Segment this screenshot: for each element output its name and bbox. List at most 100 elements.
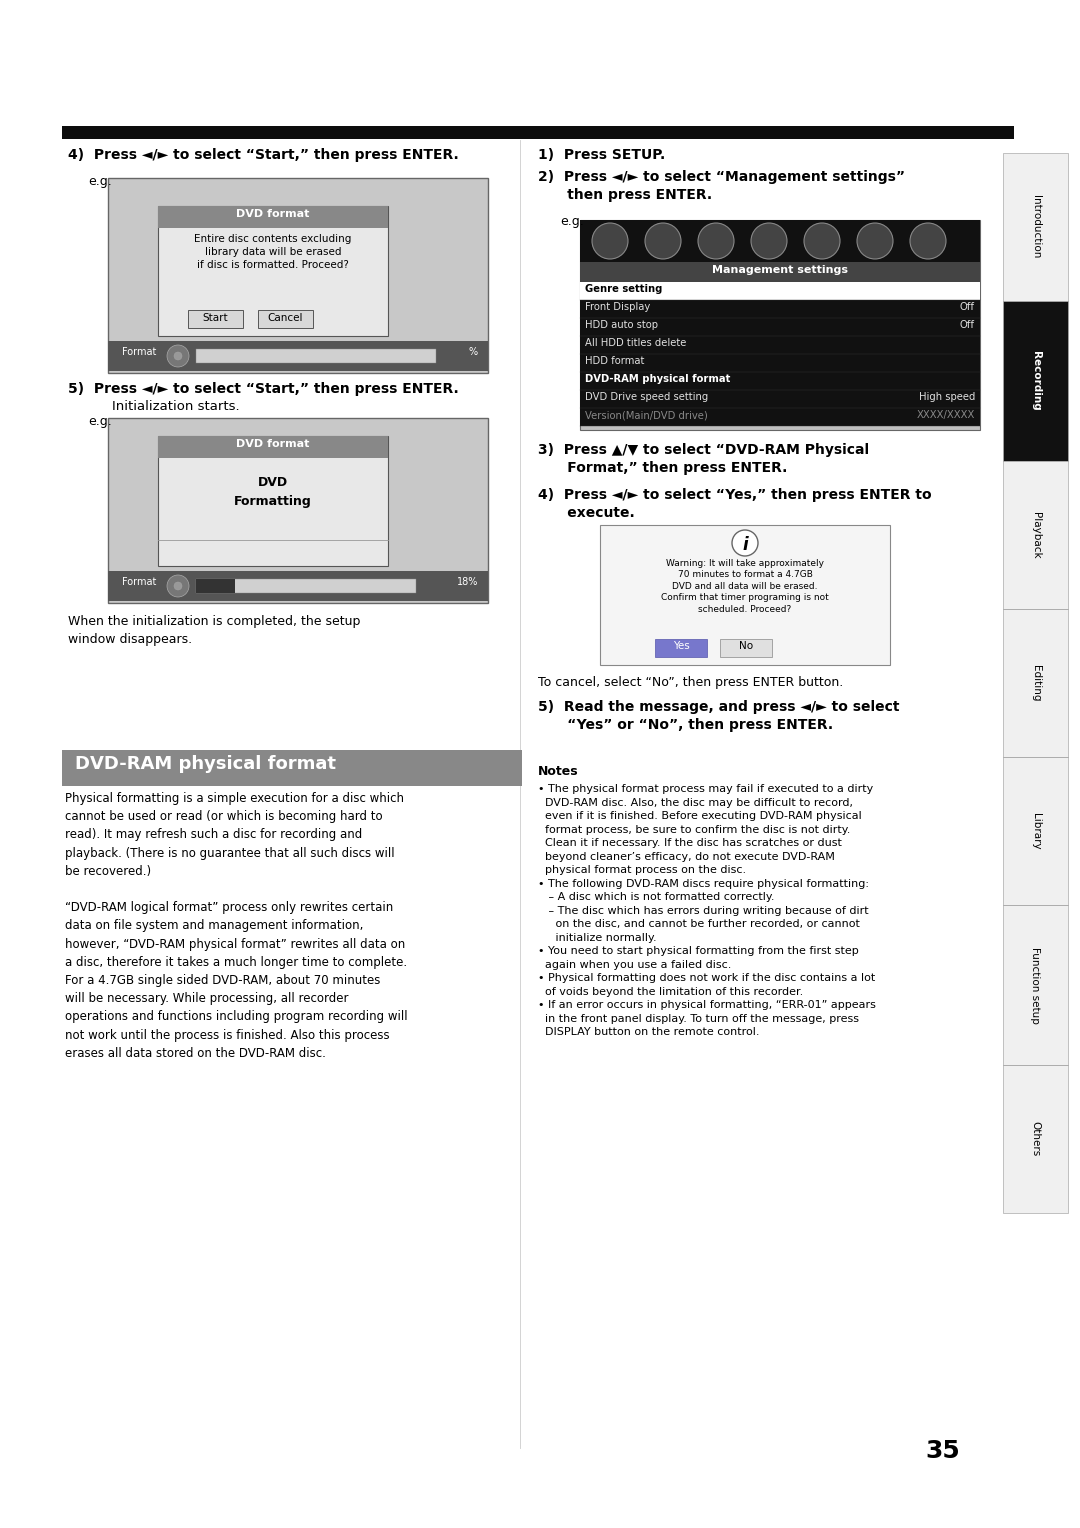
Bar (62, 125, 1014, 139)
Bar (1003, 610, 1068, 756)
Bar (600, 526, 890, 665)
Bar (580, 354, 980, 371)
Text: Recording: Recording (1030, 351, 1040, 411)
Text: Yes: Yes (673, 642, 689, 651)
Bar (1003, 756, 1068, 905)
Text: All HDD titles delete: All HDD titles delete (585, 338, 687, 348)
Text: e.g.: e.g. (561, 215, 584, 228)
Bar (580, 220, 980, 429)
Text: Genre setting: Genre setting (585, 284, 662, 293)
Text: e.g.: e.g. (87, 416, 111, 428)
Bar (108, 419, 488, 604)
Bar (1003, 905, 1068, 1065)
Bar (580, 299, 980, 318)
Bar (1003, 1065, 1068, 1213)
Text: DVD-RAM physical format: DVD-RAM physical format (585, 374, 730, 384)
Text: • The physical format process may fail if executed to a dirty
  DVD-RAM disc. Al: • The physical format process may fail i… (538, 784, 876, 1038)
Circle shape (167, 575, 189, 597)
Circle shape (174, 351, 183, 361)
Text: DVD Drive speed setting: DVD Drive speed setting (585, 393, 708, 402)
Bar (1003, 153, 1068, 301)
Text: DVD-RAM physical format: DVD-RAM physical format (75, 755, 336, 773)
Circle shape (732, 530, 758, 556)
Bar (108, 341, 488, 371)
Bar (580, 261, 980, 283)
Text: DVD format: DVD format (237, 209, 310, 219)
Bar (580, 390, 980, 408)
Text: 1)  Press SETUP.: 1) Press SETUP. (538, 148, 665, 162)
Text: Front Display: Front Display (585, 303, 650, 312)
Text: 35: 35 (926, 1439, 960, 1462)
Text: Start: Start (203, 313, 228, 322)
Bar (580, 283, 980, 299)
Bar (720, 639, 772, 657)
Bar (158, 206, 388, 228)
Bar (580, 220, 980, 261)
Text: Version(Main/DVD drive): Version(Main/DVD drive) (585, 410, 707, 420)
Bar (195, 579, 416, 593)
Text: No: No (739, 642, 753, 651)
Text: XXXX/XXXX: XXXX/XXXX (917, 410, 975, 420)
Circle shape (698, 223, 734, 260)
Text: 3)  Press ▲/▼ to select “DVD-RAM Physical
      Format,” then press ENTER.: 3) Press ▲/▼ to select “DVD-RAM Physical… (538, 443, 869, 475)
Bar (62, 750, 522, 785)
Text: HDD format: HDD format (585, 356, 645, 367)
Bar (188, 310, 243, 329)
Text: Function setup: Function setup (1030, 946, 1040, 1024)
Bar (580, 371, 980, 390)
Text: i: i (742, 536, 747, 555)
Text: Off: Off (960, 303, 975, 312)
Text: Notes: Notes (538, 766, 579, 778)
Bar (158, 435, 388, 565)
Bar (195, 348, 436, 364)
Bar (258, 310, 313, 329)
Text: 2)  Press ◄/► to select “Management settings”
      then press ENTER.: 2) Press ◄/► to select “Management setti… (538, 170, 905, 202)
Text: 4)  Press ◄/► to select “Yes,” then press ENTER to
      execute.: 4) Press ◄/► to select “Yes,” then press… (538, 487, 932, 521)
Text: To cancel, select “No”, then press ENTER button.: To cancel, select “No”, then press ENTER… (538, 675, 843, 689)
Circle shape (910, 223, 946, 260)
Text: Cancel: Cancel (268, 313, 303, 322)
Bar (108, 177, 488, 373)
Text: Off: Off (960, 319, 975, 330)
Text: Library: Library (1030, 813, 1040, 850)
Bar (580, 408, 980, 426)
Text: Others: Others (1030, 1122, 1040, 1157)
Circle shape (592, 223, 627, 260)
Bar (654, 639, 707, 657)
Text: DVD
Formatting: DVD Formatting (234, 477, 312, 507)
Text: High speed: High speed (919, 393, 975, 402)
Bar (580, 336, 980, 354)
Circle shape (751, 223, 787, 260)
Circle shape (645, 223, 681, 260)
Text: Introduction: Introduction (1030, 196, 1040, 258)
Text: Format: Format (122, 347, 157, 358)
Text: Entire disc contents excluding
library data will be erased
if disc is formatted.: Entire disc contents excluding library d… (194, 234, 352, 270)
Circle shape (858, 223, 893, 260)
Text: 4)  Press ◄/► to select “Start,” then press ENTER.: 4) Press ◄/► to select “Start,” then pre… (68, 148, 459, 162)
Text: 5)  Press ◄/► to select “Start,” then press ENTER.: 5) Press ◄/► to select “Start,” then pre… (68, 382, 459, 396)
Bar (1003, 301, 1068, 461)
Bar (1003, 461, 1068, 610)
Text: Playback: Playback (1030, 512, 1040, 558)
Text: 18%: 18% (457, 578, 478, 587)
Text: Warning: It will take approximately
70 minutes to format a 4.7GB
DVD and all dat: Warning: It will take approximately 70 m… (661, 559, 828, 614)
Text: HDD auto stop: HDD auto stop (585, 319, 658, 330)
Text: %: % (469, 347, 478, 358)
Text: Editing: Editing (1030, 665, 1040, 701)
Bar (195, 579, 235, 593)
Bar (158, 435, 388, 458)
Text: Physical formatting is a simple execution for a disc which
cannot be used or rea: Physical formatting is a simple executio… (65, 792, 407, 1060)
Bar (158, 206, 388, 336)
Text: Management settings: Management settings (712, 264, 848, 275)
Text: Initialization starts.: Initialization starts. (112, 400, 240, 413)
Bar (580, 318, 980, 336)
Text: DVD format: DVD format (237, 439, 310, 449)
Text: Format: Format (122, 578, 157, 587)
Circle shape (804, 223, 840, 260)
Text: When the initialization is completed, the setup
window disappears.: When the initialization is completed, th… (68, 614, 361, 646)
Text: 5)  Read the message, and press ◄/► to select
      “Yes” or “No”, then press EN: 5) Read the message, and press ◄/► to se… (538, 700, 900, 732)
Text: e.g.: e.g. (87, 176, 111, 188)
Circle shape (167, 345, 189, 367)
Circle shape (174, 582, 183, 590)
Bar (108, 571, 488, 601)
